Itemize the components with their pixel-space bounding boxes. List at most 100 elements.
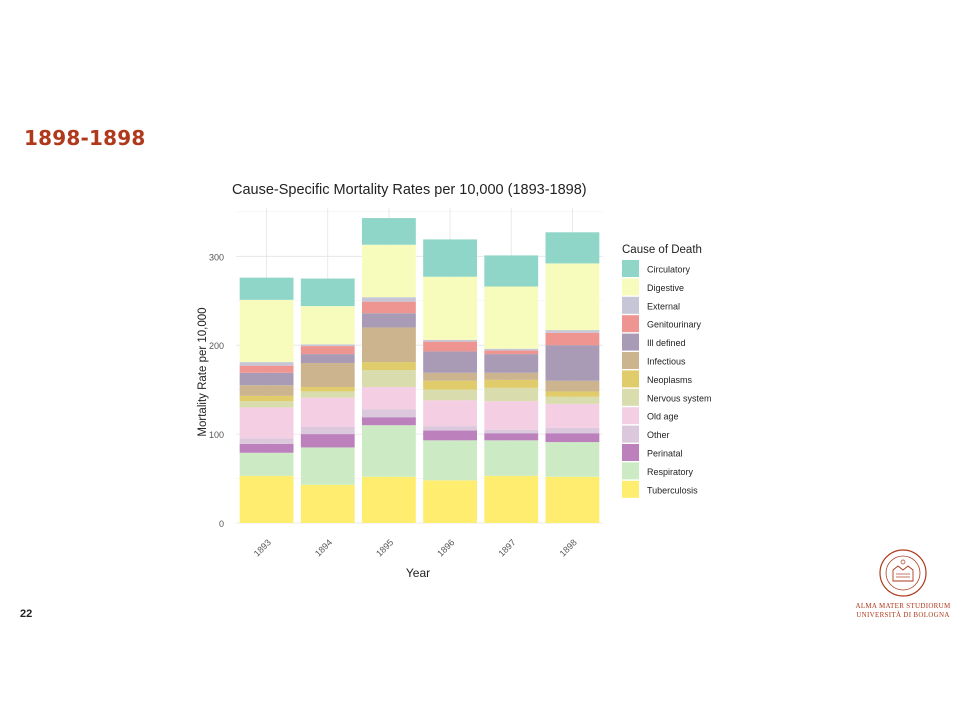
bar-segment-digestive-1895	[362, 244, 416, 298]
x-tick-label: 1894	[313, 537, 334, 558]
legend-label: Circulatory	[647, 265, 691, 275]
legend-label: Respiratory	[647, 467, 694, 477]
legend-label: External	[647, 301, 680, 311]
slide-title: 1898-1898	[24, 126, 146, 150]
bar-segment-digestive-1894	[300, 306, 355, 345]
plot-panel	[236, 208, 603, 523]
logo-line-1: ALMA MATER STUDIORUM	[855, 602, 951, 610]
legend-key-old-age	[622, 407, 639, 425]
bar-segment-nervous-system-1896	[423, 389, 477, 401]
bar-segment-other-1895	[362, 409, 416, 418]
bar-segment-other-1897	[484, 429, 539, 434]
page-number: 22	[20, 608, 33, 620]
bar-segment-nervous-system-1895	[362, 370, 416, 387]
bar-segment-circulatory-1894	[300, 278, 355, 307]
bar-segment-perinatal-1894	[300, 434, 355, 448]
legend-key-perinatal	[622, 444, 639, 461]
bar-segment-external-1897	[484, 348, 539, 351]
bar-segment-nervous-system-1893	[239, 401, 294, 408]
x-tick-label: 1896	[435, 537, 456, 558]
bar-segment-other-1896	[423, 426, 477, 431]
bar-segment-digestive-1898	[545, 263, 600, 331]
x-tick-label: 1897	[496, 537, 517, 558]
bar-segment-other-1894	[300, 426, 355, 435]
bar-segment-perinatal-1893	[239, 443, 294, 453]
bar-segment-infectious-1895	[362, 327, 416, 363]
bar-segment-ill-defined-1897	[484, 354, 539, 373]
legend-label: Perinatal	[647, 449, 683, 459]
legend-label: Nervous system	[647, 393, 712, 403]
bar-segment-old-age-1898	[545, 403, 600, 428]
bar-segment-tuberculosis-1893	[239, 475, 294, 523]
bar-segment-genitourinary-1897	[484, 350, 539, 355]
bar-segment-respiratory-1896	[423, 440, 477, 481]
x-axis: 1893 1894 1895 1896 1897 1898	[252, 537, 579, 558]
bar-segment-tuberculosis-1894	[300, 484, 355, 523]
bar-segment-perinatal-1898	[545, 433, 600, 443]
bar-segment-digestive-1897	[484, 286, 539, 349]
bar-segment-respiratory-1893	[239, 452, 294, 476]
university-seal-icon	[879, 549, 927, 597]
legend-label: Other	[647, 430, 670, 440]
bar-segment-infectious-1894	[300, 362, 355, 387]
bar-segment-respiratory-1897	[484, 440, 539, 476]
bar-segment-old-age-1894	[300, 397, 355, 427]
x-tick-label: 1898	[558, 537, 579, 558]
bar-segment-nervous-system-1894	[300, 391, 355, 398]
legend-label: Digestive	[647, 283, 684, 293]
bar-segment-external-1893	[239, 362, 294, 366]
y-axis-label: Mortality Rate per 10,000	[197, 307, 209, 436]
bar-segment-genitourinary-1898	[545, 332, 600, 346]
bar-segment-neoplasms-1895	[362, 362, 416, 371]
legend-key-ill-defined	[622, 333, 639, 351]
bar-segment-tuberculosis-1898	[545, 476, 600, 523]
bar-segment-tuberculosis-1896	[423, 480, 477, 523]
bar-segment-other-1893	[239, 438, 294, 444]
bar-segment-neoplasms-1894	[300, 386, 355, 392]
bar-segment-perinatal-1897	[484, 433, 539, 441]
bar-segment-digestive-1896	[423, 276, 477, 340]
bar-segment-old-age-1893	[239, 407, 294, 439]
bar-segment-perinatal-1896	[423, 430, 477, 441]
bar-segment-other-1898	[545, 427, 600, 434]
bar-segment-circulatory-1895	[362, 218, 416, 245]
bar-segment-circulatory-1897	[484, 255, 539, 287]
x-tick-label: 1895	[374, 537, 395, 558]
bar-segment-respiratory-1894	[300, 447, 355, 485]
legend-label: Tuberculosis	[647, 485, 698, 495]
bar-segment-infectious-1893	[239, 385, 294, 396]
legend-label: Old age	[647, 412, 679, 422]
bar-segment-neoplasms-1893	[239, 395, 294, 402]
bar-segment-digestive-1893	[239, 299, 294, 363]
y-tick-label: 200	[209, 341, 224, 351]
logo-line-2: UNIVERSITÀ DI BOLOGNA	[856, 611, 950, 619]
bar-segment-external-1896	[423, 339, 477, 342]
legend-label: Ill defined	[647, 338, 686, 348]
bar-segment-ill-defined-1898	[545, 345, 600, 381]
y-tick-label: 100	[209, 430, 224, 440]
legend-label: Infectious	[647, 357, 686, 367]
legend-key-neoplasms	[622, 370, 639, 388]
bar-segment-old-age-1896	[423, 400, 477, 427]
bar-segment-genitourinary-1894	[300, 346, 355, 355]
bar-segment-circulatory-1893	[239, 277, 294, 300]
university-logo: ALMA MATER STUDIORUM UNIVERSITÀ DI BOLOG…	[848, 548, 958, 628]
legend-key-nervous-system	[622, 388, 639, 406]
bar-segment-neoplasms-1896	[423, 380, 477, 390]
bar-segment-respiratory-1898	[545, 442, 600, 477]
bar-segment-nervous-system-1897	[484, 387, 539, 402]
x-tick-label: 1893	[252, 537, 273, 558]
legend-label: Neoplasms	[647, 375, 693, 385]
bar-segment-circulatory-1896	[423, 239, 477, 277]
x-axis-label: Year	[406, 566, 430, 580]
bar-segment-old-age-1897	[484, 401, 539, 430]
bar-segment-infectious-1897	[484, 372, 539, 380]
bar-segment-ill-defined-1895	[362, 313, 416, 328]
legend-title: Cause of Death	[622, 244, 702, 256]
legend: Cause of Death Circulatory Digestive Exter…	[622, 244, 712, 498]
bar-segment-ill-defined-1894	[300, 354, 355, 363]
legend-key-respiratory	[622, 462, 639, 480]
bar-segment-ill-defined-1893	[239, 372, 294, 386]
legend-key-infectious	[622, 352, 639, 369]
